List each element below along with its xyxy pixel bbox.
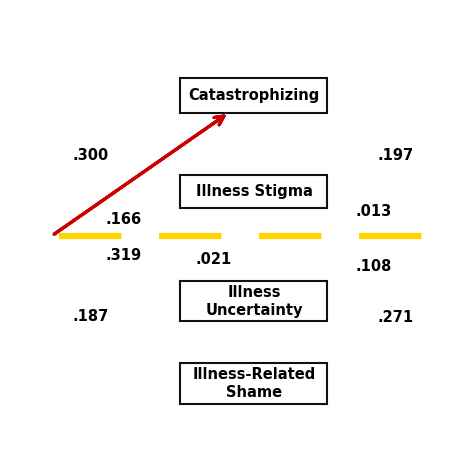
Text: Catastrophizing: Catastrophizing [188,88,319,103]
Text: .187: .187 [73,309,109,324]
Text: .021: .021 [195,252,232,267]
FancyBboxPatch shape [181,364,328,404]
FancyBboxPatch shape [181,175,328,209]
Text: Illness-Related
Shame: Illness-Related Shame [192,367,316,400]
Text: .013: .013 [355,204,392,219]
Text: Illness Stigma: Illness Stigma [195,184,312,200]
Text: .271: .271 [377,310,413,325]
FancyBboxPatch shape [181,282,328,321]
Text: .319: .319 [106,248,142,263]
Text: .197: .197 [377,148,413,163]
Text: .300: .300 [73,148,109,163]
FancyBboxPatch shape [181,78,328,112]
Text: Illness
Uncertainty: Illness Uncertainty [205,285,303,318]
Text: .166: .166 [106,212,142,227]
Text: .108: .108 [355,259,392,274]
